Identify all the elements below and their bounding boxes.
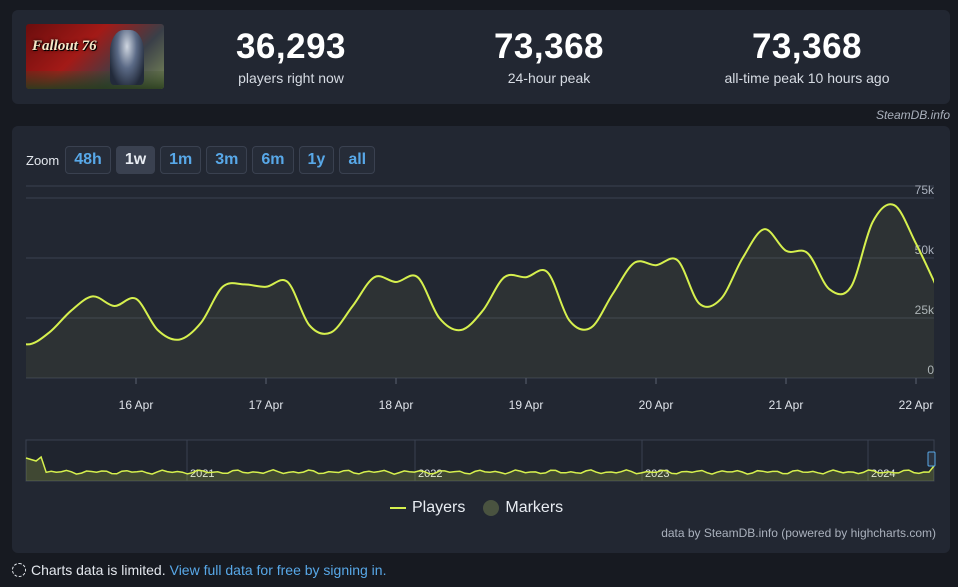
zoom-3m-button[interactable]: 3m — [206, 146, 248, 174]
legend-players[interactable]: Players — [390, 499, 465, 517]
footer-note: Charts data is limited. View full data f… — [12, 562, 386, 578]
y-tick-label: 0 — [927, 363, 934, 377]
legend-markers-label: Markers — [505, 499, 564, 516]
chart-legend: Players Markers — [390, 499, 581, 517]
zoom-1y-button[interactable]: 1y — [298, 146, 335, 174]
stat-players-now: 36,293 players right now — [176, 27, 406, 87]
x-tick-label: 17 Apr — [249, 398, 284, 412]
stat-label: 24-hour peak — [507, 70, 591, 86]
x-tick-label: 20 Apr — [639, 398, 674, 412]
navigator-line — [25, 455, 935, 475]
player-chart: 0 25k 50k 75k 16 Apr 17 Apr 18 Apr 19 Apr 20 Apr… — [25, 183, 936, 482]
y-tick-label: 25k — [915, 303, 935, 317]
zoom-bar: Zoom 48h 1w 1m 3m 6m 1y all — [26, 146, 380, 174]
players-area — [26, 204, 934, 378]
stat-all-time-peak: 73,368 all-time peak 10 hours ago — [692, 27, 922, 87]
dotted-circle-icon — [12, 563, 26, 577]
game-logo: Fallout 76 — [32, 38, 97, 54]
stat-value: 36,293 — [235, 27, 347, 66]
players-line-icon — [390, 507, 406, 509]
zoom-all-button[interactable]: all — [339, 146, 376, 174]
navigator-handle — [927, 451, 936, 467]
stat-value: 73,368 — [493, 27, 605, 66]
markers-dot-icon — [483, 500, 500, 516]
stats-card: Fallout 76 36,293 players right now 73,3… — [12, 10, 950, 104]
zoom-48h-button[interactable]: 48h — [65, 146, 111, 174]
legend-markers[interactable]: Markers — [483, 499, 563, 517]
players-series-line — [26, 203, 934, 346]
steamdb-credit[interactable]: SteamDB.info — [875, 108, 950, 122]
highcharts-credit[interactable]: data by SteamDB.info (powered by highcha… — [661, 526, 936, 540]
x-tick-label: 16 Apr — [119, 398, 154, 412]
zoom-6m-button[interactable]: 6m — [252, 146, 294, 174]
x-tick-label: 22 Apr — [899, 398, 934, 412]
navigator-area — [26, 457, 934, 481]
power-armor-figure — [110, 30, 144, 85]
stat-value: 73,368 — [751, 27, 863, 66]
x-tick-label: 18 Apr — [379, 398, 414, 412]
y-tick-label: 50k — [915, 243, 935, 257]
sign-in-link[interactable]: View full data for free by signing in. — [169, 562, 387, 578]
stat-label: all-time peak 10 hours ago — [724, 70, 890, 86]
chart-card: 0 25k 50k 75k 16 Apr 17 Apr 18 Apr 19 Apr 20 Apr… — [12, 126, 950, 553]
zoom-label: Zoom — [26, 152, 60, 168]
stat-24h-peak: 73,368 24-hour peak — [434, 27, 664, 87]
zoom-1m-button[interactable]: 1m — [160, 146, 202, 174]
x-tick-label: 19 Apr — [509, 398, 544, 412]
stat-label: players right now — [238, 70, 344, 86]
navigator-year-label: 2024 — [871, 468, 895, 480]
game-thumbnail[interactable]: Fallout 76 — [26, 24, 164, 89]
zoom-1w-button[interactable]: 1w — [115, 146, 156, 174]
legend-players-label: Players — [412, 499, 466, 516]
footer-text: Charts data is limited. — [31, 562, 166, 578]
x-tick-label: 21 Apr — [769, 398, 804, 412]
y-tick-label: 75k — [915, 183, 935, 197]
